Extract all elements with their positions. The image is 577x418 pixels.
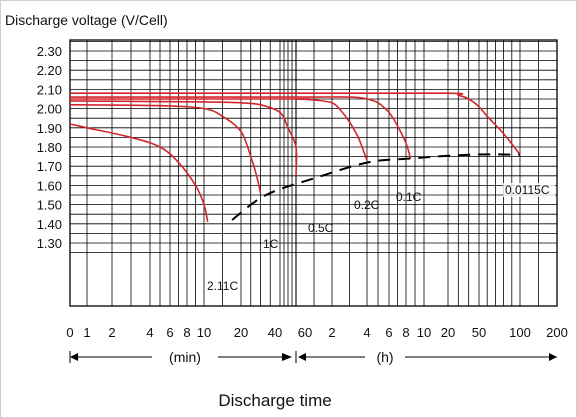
y-tick-label: 2.10	[37, 82, 62, 97]
curve-0_0115C	[70, 92, 521, 156]
series-label: 0.1C	[396, 190, 422, 204]
min-arrow-right	[282, 353, 292, 361]
x-tick-label-min: 2	[108, 325, 115, 340]
x-tick-label-h: 6	[385, 325, 392, 340]
series-label: 2.11C	[207, 279, 238, 293]
y-tick-label: 2.00	[37, 102, 62, 117]
h-arrow-left	[298, 353, 306, 361]
y-tick-label: 1.90	[37, 121, 62, 136]
x-tick-label-h: 2	[328, 325, 335, 340]
plot-grid	[69, 39, 558, 307]
cutoff-line	[231, 153, 521, 221]
x-tick-label-h: 20	[441, 325, 455, 340]
curve-0_1C	[70, 96, 412, 159]
label-bg	[503, 183, 555, 197]
x-tick-label-h: 4	[363, 325, 370, 340]
curve-1C	[69, 104, 262, 194]
series-label: 1C	[263, 237, 279, 251]
x-tick-label-h: 200	[546, 325, 568, 340]
curve-2_11C	[69, 123, 209, 223]
x-tick-label-min: 40	[268, 325, 282, 340]
series-label: 0.5C	[308, 221, 334, 235]
x-tick-label-h: 100	[509, 325, 531, 340]
x-tick-label-min: 10	[197, 325, 211, 340]
min-arrow-left	[70, 353, 78, 361]
unit-min-label: (min)	[169, 349, 201, 365]
chart-title: Discharge voltage (V/Cell)	[5, 12, 168, 28]
series-labels: 2.11C 1C 0.5C 0.2C 0.1C 0.0115C	[207, 183, 555, 293]
x-tick-label-min: 0	[66, 325, 73, 340]
x-tick-label-min: 8	[183, 325, 190, 340]
y-tick-label: 1.30	[37, 236, 62, 251]
y-tick-label: 1.40	[37, 217, 62, 232]
time-units: (min) (h)	[69, 349, 557, 365]
discharge-curves	[69, 92, 521, 223]
x-axis-label: Discharge time	[218, 391, 331, 410]
x-tick-label-min: 20	[234, 325, 248, 340]
y-tick-label: 2.20	[37, 63, 62, 78]
plot-border	[69, 39, 558, 307]
x-tick-label-min: 6	[166, 325, 173, 340]
x-tick-label-h: 50	[472, 325, 486, 340]
y-tick-label: 2.30	[37, 44, 62, 59]
x-tick-label-h: 60	[298, 325, 312, 340]
x-tick-label-h: 8	[402, 325, 409, 340]
y-tick-label: 1.80	[37, 140, 62, 155]
y-tick-label: 1.70	[37, 159, 62, 174]
x-tick-label-min: 1	[83, 325, 90, 340]
x-tick-label-h: 10	[417, 325, 431, 340]
y-tick-label: 1.60	[37, 178, 62, 193]
axis-ticks: 2.30 2.20 2.10 2.00 1.90 1.80 1.70 1.60 1.50 1.40…	[37, 44, 568, 340]
h-arrow-right	[549, 353, 557, 361]
series-label: 0.2C	[354, 198, 380, 212]
x-tick-label-min: 4	[146, 325, 153, 340]
y-tick-label: 1.50	[37, 198, 62, 213]
curve-0_2C	[69, 98, 368, 161]
unit-h-label: (h)	[376, 349, 393, 365]
curve-0_5C	[69, 100, 298, 176]
cutoff-dashed-line	[231, 153, 521, 221]
series-label: 0.0115C	[505, 183, 550, 197]
